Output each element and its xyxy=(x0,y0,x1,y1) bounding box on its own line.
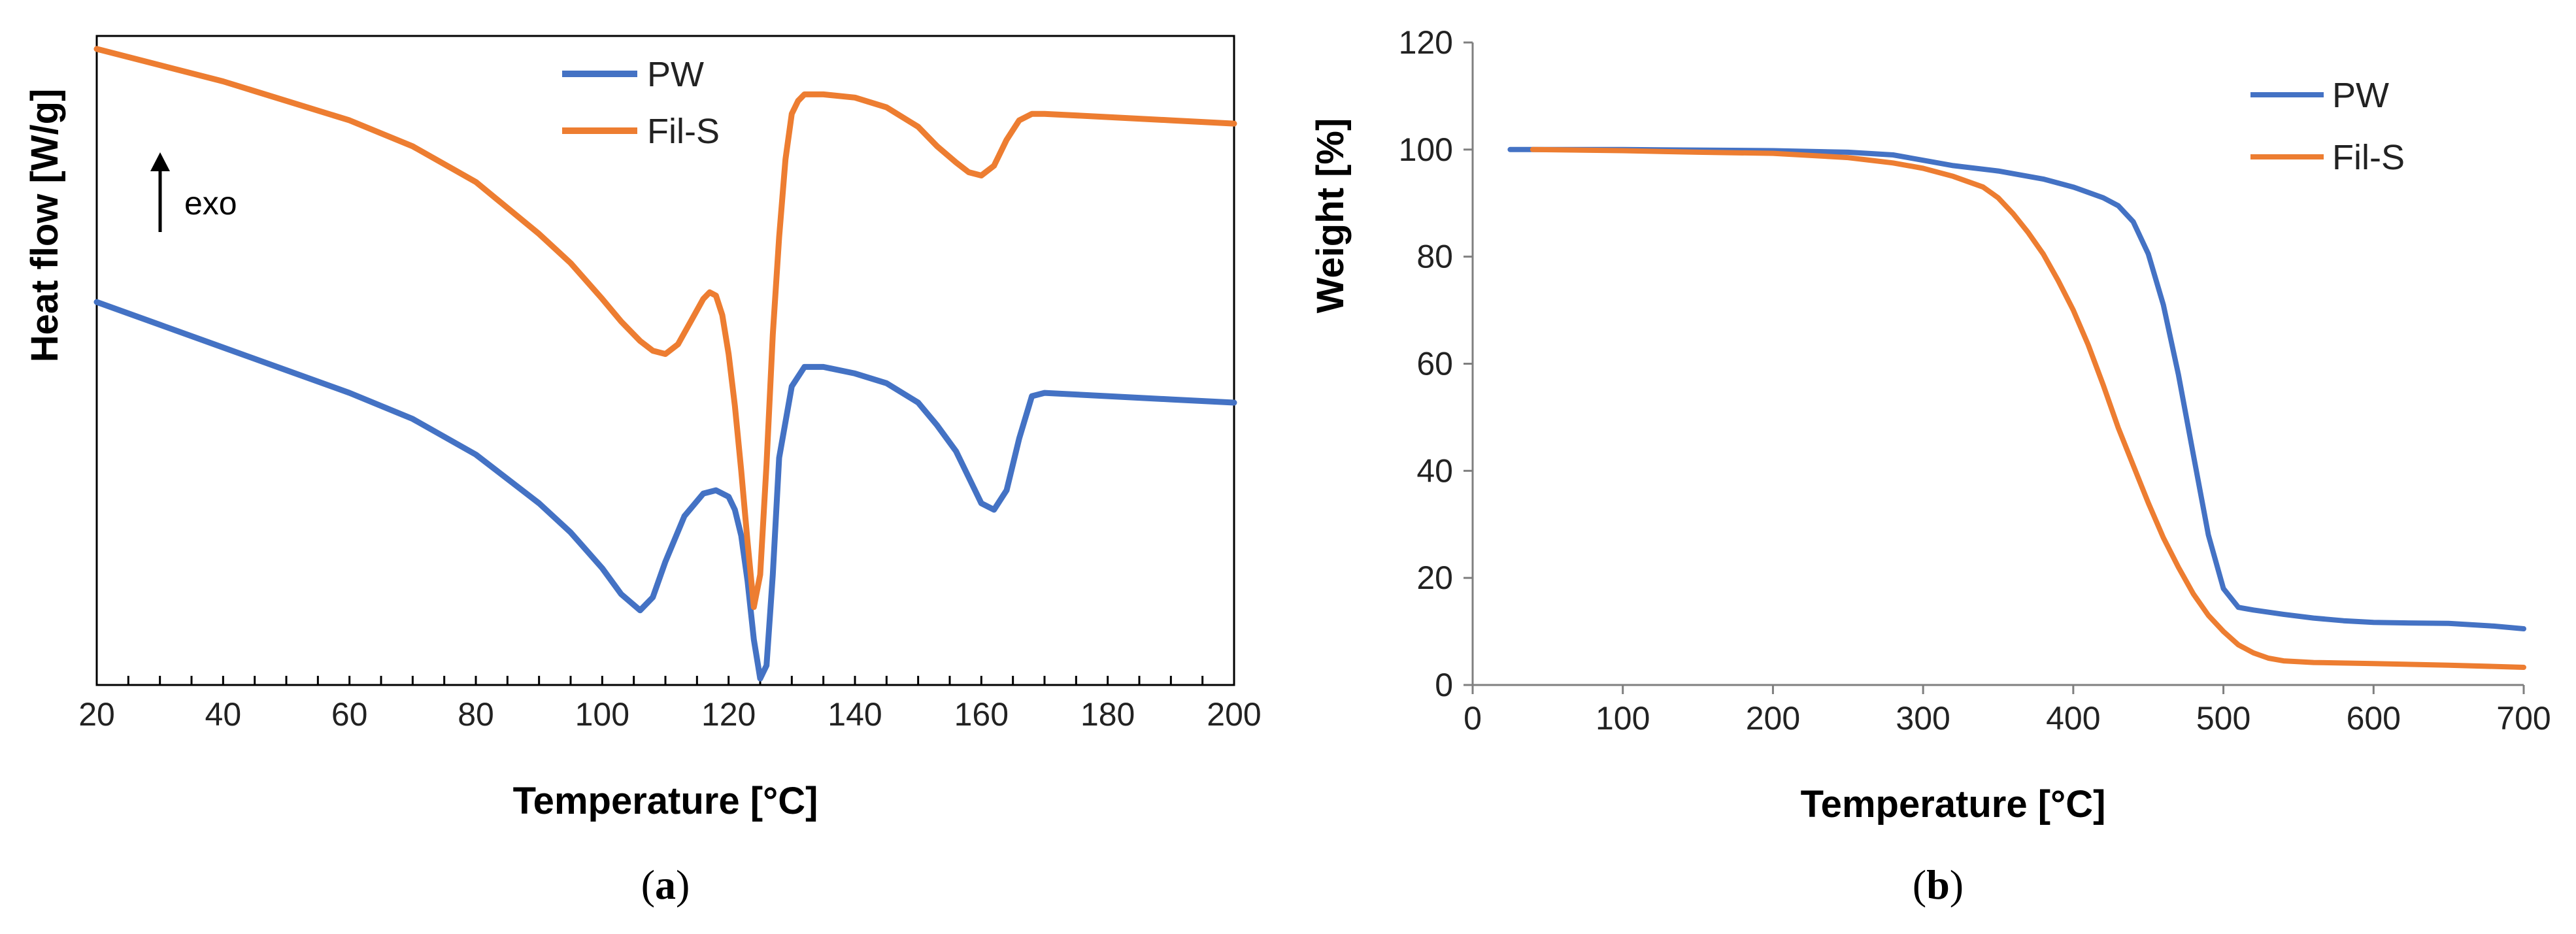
panel-a-dsc-chart: 20 40 60 80 100 120 140 160 180 200 exo PW Fil-S … xyxy=(24,35,1262,908)
panel-b-y-tick-label: 120 xyxy=(1399,24,1453,61)
panel-a-series xyxy=(93,46,1237,682)
panel-b-caption: (b) xyxy=(1913,861,1964,908)
panel-b-y-tick-label: 60 xyxy=(1416,346,1453,382)
legend-b-pw-label: PW xyxy=(2332,76,2389,115)
panel-b-x-tick-label: 700 xyxy=(2496,700,2551,737)
panel-b-y-axis-line-and-ticks xyxy=(1464,41,1474,686)
panel-a-x-tick-label: 60 xyxy=(331,696,368,733)
panel-b-tick-labels: 0 100 200 300 400 500 600 700 0 20 40 60 80 100 120 xyxy=(1399,24,2551,737)
exo-arrow-head-icon xyxy=(150,152,170,171)
panel-b-x-tick-label: 600 xyxy=(2347,700,2401,737)
panel-a-x-ticks xyxy=(127,676,1204,685)
exo-label: exo xyxy=(184,185,237,222)
panel-a-series-pw-line xyxy=(93,299,1237,682)
panel-a-x-tick-label: 40 xyxy=(205,696,242,733)
panel-a-x-tick-label: 200 xyxy=(1207,696,1261,733)
panel-b-caption-letter: b xyxy=(1926,861,1950,908)
panel-a-x-axis-title: Temperature [°C] xyxy=(513,780,818,822)
panel-b-x-tick-label: 100 xyxy=(1596,700,1650,737)
panel-a-legend: PW Fil-S xyxy=(562,55,720,151)
panel-b-y-tick-label: 20 xyxy=(1416,559,1453,596)
panel-b-y-axis-title: Weight [%] xyxy=(1309,118,1352,314)
panel-a-plot-frame xyxy=(95,35,1235,686)
panel-a-x-tick-label: 180 xyxy=(1080,696,1135,733)
panel-b-x-tick-label: 0 xyxy=(1464,700,1482,737)
panel-b-y-tick-label: 40 xyxy=(1416,452,1453,489)
panel-b-x-tick-label: 200 xyxy=(1746,700,1800,737)
legend-a-pw-label: PW xyxy=(647,55,704,94)
panel-a-x-tick-label: 120 xyxy=(701,696,756,733)
panel-a-x-tick-labels: 20 40 60 80 100 120 140 160 180 200 xyxy=(78,696,1262,733)
panel-b-tga-chart: 0 100 200 300 400 500 600 700 0 20 40 60 80 100 120 PW… xyxy=(1309,24,2551,908)
panel-a-y-axis-title: Heat flow [W/g] xyxy=(24,89,66,363)
panel-b-x-axis-title: Temperature [°C] xyxy=(1801,783,2106,826)
panel-a-caption-letter: a xyxy=(655,861,676,908)
panel-b-series-pw-line xyxy=(1507,146,2526,631)
panel-b-x-tick-label: 500 xyxy=(2196,700,2250,737)
panel-a-x-tick-label: 160 xyxy=(954,696,1009,733)
panel-b-x-axis xyxy=(1471,684,2525,694)
panel-b-legend: PW Fil-S xyxy=(2250,76,2405,177)
panel-a-series-fil-s-line xyxy=(93,46,1237,610)
panel-b-x-tick-label: 300 xyxy=(1896,700,1950,737)
legend-a-fils-label: Fil-S xyxy=(647,112,720,151)
panel-a-caption: (a) xyxy=(641,861,690,908)
panel-a-x-tick-label: 140 xyxy=(828,696,882,733)
panel-b-y-tick-label: 100 xyxy=(1399,131,1453,168)
panel-a-x-tick-label: 100 xyxy=(575,696,629,733)
panel-b-series-fil-s-line xyxy=(1530,146,2526,670)
exo-annotation: exo xyxy=(150,152,237,232)
panel-b-y-tick-label: 0 xyxy=(1435,667,1453,703)
panel-a-x-tick-label: 80 xyxy=(458,696,494,733)
panel-b-series xyxy=(1507,146,2526,670)
legend-b-fils-label: Fil-S xyxy=(2332,138,2405,177)
panel-b-x-tick-label: 400 xyxy=(2046,700,2100,737)
panel-a-x-tick-label: 20 xyxy=(78,696,115,733)
panel-b-y-tick-label: 80 xyxy=(1416,239,1453,275)
